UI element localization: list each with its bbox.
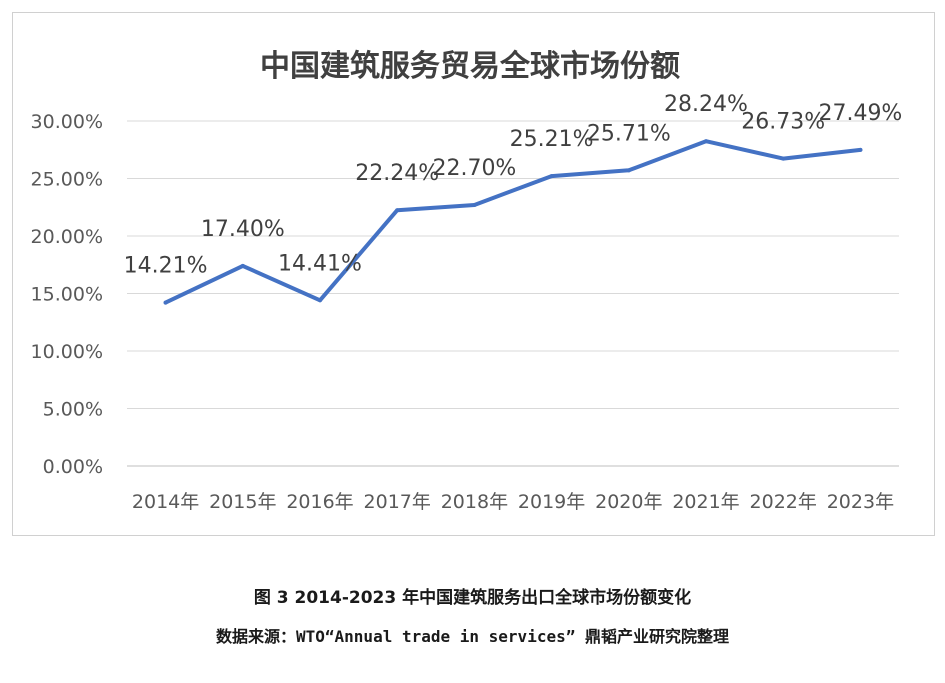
y-tick-label: 0.00% [43, 456, 103, 478]
x-tick-label: 2019年 [518, 491, 585, 513]
data-point [549, 174, 554, 179]
data-point [163, 300, 168, 305]
x-tick-label: 2017年 [364, 491, 431, 513]
x-tick-label: 2014年 [132, 491, 199, 513]
y-tick-label: 5.00% [43, 399, 103, 421]
data-point [395, 208, 400, 213]
data-label: 14.21% [124, 254, 208, 279]
y-tick-label: 30.00% [31, 111, 103, 133]
x-tick-label: 2022年 [750, 491, 817, 513]
series-line-group [163, 139, 863, 305]
source-note: 数据来源：WTO“Annual trade in services” 鼎韬产业研… [216, 627, 729, 646]
line-chart: 中国建筑服务贸易全球市场份额 0.00% 5.00% 10.00% 15.00% 20.… [31, 49, 903, 513]
data-point [318, 298, 322, 303]
x-tick-label: 2021年 [672, 491, 739, 513]
chart-frame [12, 12, 935, 536]
data-label: 14.41% [278, 251, 362, 276]
data-label: 17.40% [201, 217, 285, 242]
data-label: 22.24% [355, 161, 439, 186]
x-axis-ticks: 2014年 2015年 2016年 2017年 2018年 2019年 2020年 2021年… [132, 491, 894, 513]
data-point [704, 139, 708, 144]
data-point [626, 168, 631, 173]
data-point [472, 202, 477, 207]
x-tick-label: 2018年 [441, 491, 508, 513]
y-tick-label: 20.00% [31, 226, 103, 248]
data-label: 27.49% [818, 101, 902, 126]
y-axis-ticks: 0.00% 5.00% 10.00% 15.00% 20.00% 25.00% 30.00% [31, 111, 103, 478]
figure-caption: 图 3 2014-2023 年中国建筑服务出口全球市场份额变化 [253, 588, 692, 608]
x-tick-label: 2015年 [209, 491, 276, 513]
data-label: 26.73% [741, 110, 825, 135]
data-label: 22.70% [432, 156, 516, 181]
y-tick-label: 25.00% [31, 169, 103, 191]
x-tick-label: 2016年 [286, 491, 353, 513]
data-labels: 14.21% 17.40% 14.41% 22.24%22.70% 25.21%25.7… [124, 92, 903, 278]
y-tick-label: 15.00% [31, 284, 103, 306]
x-tick-label: 2020年 [595, 491, 662, 513]
data-point [858, 147, 863, 152]
data-point [781, 156, 786, 161]
y-tick-label: 10.00% [31, 341, 103, 363]
series-line [163, 139, 863, 305]
x-tick-label: 2023年 [827, 491, 894, 513]
data-label: 25.21% [510, 127, 594, 152]
chart-title: 中国建筑服务贸易全球市场份额 [260, 49, 680, 84]
gridlines [127, 120, 899, 467]
data-label: 28.24% [664, 92, 748, 117]
data-point [240, 263, 245, 268]
data-label: 25.71% [587, 121, 671, 146]
